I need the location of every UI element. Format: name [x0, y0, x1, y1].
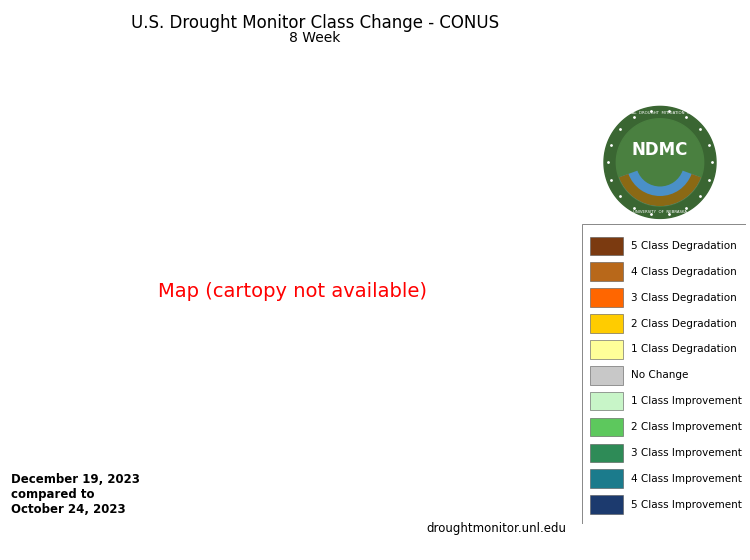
- Text: NATIONAL  DROUGHT  MITIGATION  CENTER: NATIONAL DROUGHT MITIGATION CENTER: [617, 110, 703, 115]
- Text: UNIVERSITY  OF  NEBRASKA: UNIVERSITY OF NEBRASKA: [633, 210, 687, 214]
- Polygon shape: [616, 119, 704, 206]
- FancyBboxPatch shape: [590, 263, 622, 281]
- Text: December 19, 2023
compared to
October 24, 2023: December 19, 2023 compared to October 24…: [11, 473, 140, 516]
- FancyBboxPatch shape: [590, 496, 622, 514]
- Text: 3 Class Improvement: 3 Class Improvement: [631, 448, 742, 458]
- FancyBboxPatch shape: [590, 469, 622, 488]
- Text: 5 Class Degradation: 5 Class Degradation: [631, 241, 736, 251]
- Text: 8 Week: 8 Week: [290, 31, 340, 45]
- Text: 1 Class Improvement: 1 Class Improvement: [631, 396, 742, 406]
- Text: Map (cartopy not available): Map (cartopy not available): [158, 282, 427, 301]
- Text: 3 Class Degradation: 3 Class Degradation: [631, 293, 736, 302]
- Text: 4 Class Degradation: 4 Class Degradation: [631, 267, 736, 277]
- FancyBboxPatch shape: [590, 366, 622, 385]
- FancyBboxPatch shape: [590, 288, 622, 307]
- FancyBboxPatch shape: [590, 340, 622, 359]
- Text: 5 Class Improvement: 5 Class Improvement: [631, 500, 742, 510]
- Wedge shape: [619, 171, 701, 206]
- Text: No Change: No Change: [631, 370, 688, 380]
- Text: NDMC: NDMC: [632, 141, 688, 159]
- FancyBboxPatch shape: [590, 444, 622, 462]
- FancyBboxPatch shape: [582, 224, 746, 524]
- Text: 2 Class Improvement: 2 Class Improvement: [631, 422, 742, 432]
- FancyBboxPatch shape: [590, 237, 622, 255]
- Text: U.S. Drought Monitor Class Change - CONUS: U.S. Drought Monitor Class Change - CONU…: [131, 14, 499, 32]
- Text: droughtmonitor.unl.edu: droughtmonitor.unl.edu: [426, 522, 566, 535]
- Text: 4 Class Improvement: 4 Class Improvement: [631, 474, 742, 484]
- FancyBboxPatch shape: [590, 392, 622, 410]
- Text: 2 Class Degradation: 2 Class Degradation: [631, 319, 736, 329]
- FancyBboxPatch shape: [590, 418, 622, 436]
- Text: 1 Class Degradation: 1 Class Degradation: [631, 344, 736, 354]
- Wedge shape: [619, 174, 701, 206]
- FancyBboxPatch shape: [590, 314, 622, 333]
- Polygon shape: [604, 106, 716, 218]
